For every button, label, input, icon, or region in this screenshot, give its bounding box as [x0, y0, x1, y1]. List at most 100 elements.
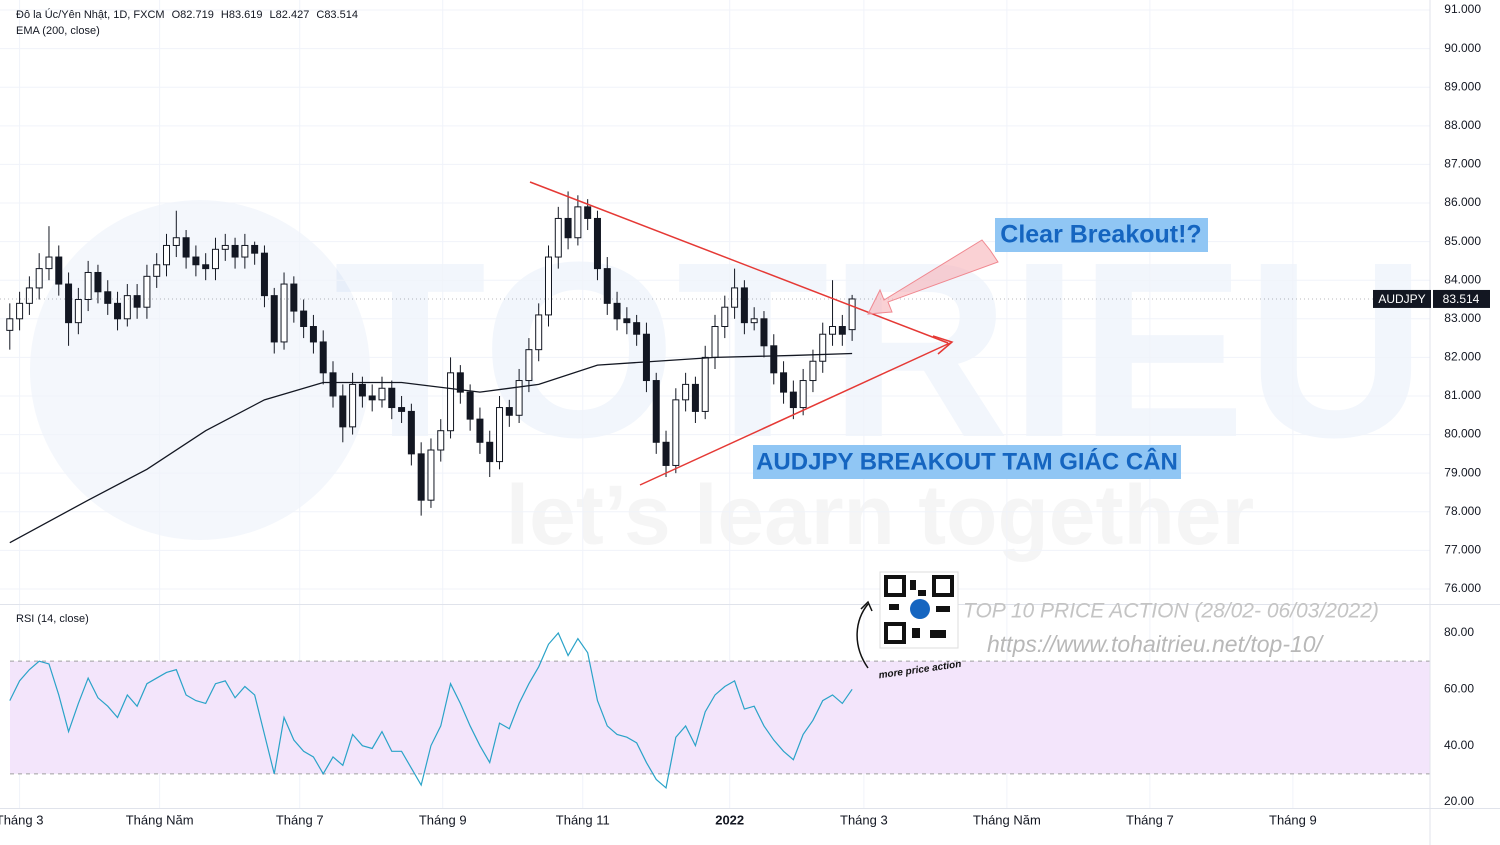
- candle-body: [114, 302, 122, 320]
- y-tick-label: 89.000: [1444, 79, 1481, 93]
- candle-body: [55, 256, 63, 285]
- candle-body: [799, 380, 807, 409]
- y-tick-label: 85.000: [1444, 234, 1481, 248]
- candle-body: [525, 349, 533, 382]
- annotation: AUDJPY BREAKOUT TAM GIÁC CÂN: [756, 447, 1178, 475]
- candle-body: [564, 217, 572, 239]
- candle-body: [358, 383, 366, 397]
- candle-body: [202, 264, 210, 270]
- candle-body: [593, 217, 601, 270]
- y-tick-label: 84.000: [1444, 272, 1481, 286]
- candle-body: [701, 356, 709, 412]
- y-tick-label: 76.000: [1444, 581, 1481, 595]
- candle-body: [437, 430, 445, 451]
- y-tick-label: 78.000: [1444, 504, 1481, 518]
- candle-body: [349, 383, 357, 428]
- rsi-band: [10, 661, 1430, 774]
- candle-body: [182, 237, 190, 258]
- symbol-tag-text: AUDJPY: [1378, 292, 1425, 306]
- candle-body: [691, 383, 699, 412]
- candle-body: [25, 287, 33, 304]
- candle-body: [221, 244, 229, 250]
- x-tick-label: Tháng Năm: [973, 812, 1041, 827]
- y-tick-label: 40.00: [1444, 738, 1474, 752]
- candle-body: [770, 345, 778, 374]
- ema-legend: EMA (200, close): [16, 25, 104, 37]
- candle-body: [407, 410, 415, 455]
- candle-body: [192, 256, 200, 266]
- candle-body: [633, 322, 641, 335]
- candle-body: [309, 326, 317, 343]
- symbol-tag: [1373, 289, 1431, 308]
- candle-body: [133, 295, 141, 308]
- candle-body: [682, 383, 690, 401]
- pointer-arrow: [867, 239, 999, 315]
- trendline-lower: [639, 342, 951, 486]
- x-tick-label: 2022: [715, 812, 744, 827]
- candle-body: [339, 395, 347, 428]
- x-tick-label: Tháng 9: [419, 812, 467, 827]
- candle-body: [721, 306, 729, 328]
- annotation-box: [995, 218, 1208, 252]
- candle-body: [544, 256, 552, 316]
- x-tick-label: Tháng 3: [0, 812, 43, 827]
- candle-body: [6, 318, 14, 331]
- candle-body: [447, 372, 455, 432]
- annotation-box: [753, 445, 1181, 479]
- promo-url: https://www.tohaitrieu.net/top-10/: [987, 631, 1325, 657]
- candle-body: [270, 295, 278, 343]
- candle-body: [398, 407, 406, 412]
- candle-body: [143, 275, 151, 308]
- candle-body: [65, 283, 73, 324]
- candle-body: [819, 333, 827, 362]
- y-tick-label: 86.000: [1444, 195, 1481, 209]
- curved-arrow: [856, 603, 869, 669]
- candle-body: [16, 302, 24, 320]
- y-tick-label: 79.000: [1444, 465, 1481, 479]
- candle-body: [280, 283, 288, 343]
- candle-body: [84, 271, 92, 300]
- candle-body: [104, 291, 112, 304]
- x-tick-label: Tháng Năm: [126, 812, 194, 827]
- candle-body: [427, 449, 435, 501]
- candle-body: [672, 399, 680, 466]
- ohlc-label: C83.514: [316, 9, 358, 21]
- candle-body: [662, 441, 670, 466]
- candle-body: [731, 287, 739, 308]
- candle-body: [848, 298, 856, 331]
- x-tick-label: Tháng 11: [556, 812, 610, 827]
- candle-body: [123, 295, 131, 320]
- candle-body: [290, 283, 298, 312]
- candle-body: [780, 372, 788, 393]
- x-tick-label: Tháng 7: [276, 812, 324, 827]
- promo-title: TOP 10 PRICE ACTION (28/02- 06/03/2022): [963, 600, 1379, 623]
- x-tick-label: Tháng 7: [1126, 812, 1174, 827]
- candle-body: [809, 360, 817, 382]
- price-tag-text: 83.514: [1443, 292, 1480, 306]
- candle-body: [740, 287, 748, 324]
- candle-body: [241, 244, 249, 258]
- marks: [0, 191, 1430, 790]
- candle-body: [35, 268, 43, 289]
- watermark-slogan: let’s learn together: [506, 468, 1254, 562]
- ohlc-label: H83.619: [220, 9, 263, 21]
- ema-label: EMA (200, close): [16, 25, 100, 37]
- candle-body: [260, 252, 268, 297]
- candle-body: [417, 453, 425, 501]
- candle-body: [505, 407, 513, 416]
- candle-body: [368, 395, 376, 401]
- candle-body: [750, 318, 758, 324]
- ema-line: [9, 352, 853, 544]
- qr-code: [879, 571, 959, 649]
- candle-body: [300, 310, 308, 328]
- candle-body: [466, 391, 474, 420]
- x-tick-label: Tháng 3: [840, 812, 888, 827]
- candle-body: [153, 264, 161, 277]
- trendline-upper: [529, 181, 949, 344]
- candle-body: [829, 326, 837, 335]
- candle-body: [231, 244, 239, 258]
- candle-body: [456, 372, 464, 393]
- candle-body: [711, 326, 719, 358]
